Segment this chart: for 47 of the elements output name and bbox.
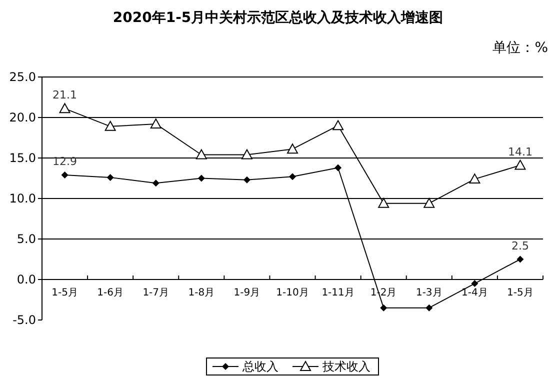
x-tick-label: 1-8月 (188, 288, 215, 298)
point (61, 172, 68, 179)
data-label: 2.5 (511, 239, 529, 252)
point (104, 120, 116, 131)
point (59, 103, 70, 114)
point (469, 174, 480, 184)
point (152, 180, 160, 187)
point (150, 118, 162, 128)
point (106, 174, 114, 181)
x-tick-label: 1-4月 (462, 288, 488, 298)
y-tick-label: 5.0 (16, 232, 36, 246)
point (380, 304, 388, 312)
point (241, 149, 252, 160)
data-label: 21.1 (52, 88, 78, 102)
point (198, 174, 205, 182)
legend-label: 总收入 (242, 360, 278, 374)
point (332, 120, 344, 130)
data-label: 14.1 (508, 145, 532, 158)
point (471, 280, 478, 288)
x-tick-label: 1-5月 (507, 288, 534, 298)
point (514, 160, 526, 170)
x-tick-label: 1-10月 (276, 288, 309, 298)
y-tick-label: 25.0 (9, 70, 36, 84)
point (287, 144, 298, 154)
x-tick-label: 1-11月 (322, 288, 354, 298)
data-label: 12.9 (52, 155, 78, 168)
y-tick-label: 20.0 (9, 110, 36, 125)
point (289, 173, 296, 180)
chart-title: 2020年1-5月中关村示范区总收入及技术收入增速图 (112, 9, 444, 26)
point (378, 198, 390, 208)
point (426, 304, 433, 312)
point (196, 149, 207, 160)
y-tick-label: -5.0 (12, 313, 36, 328)
legend-label: 技术收入 (322, 360, 370, 374)
x-tick-label: 1-5月 (52, 288, 78, 298)
x-tick-label: 1-3月 (416, 288, 442, 298)
y-tick-label: 0.0 (16, 272, 36, 287)
point (424, 198, 435, 208)
y-tick-label: 10.0 (9, 192, 36, 206)
x-tick-label: 1-6月 (97, 288, 124, 298)
x-tick-label: 1-9月 (234, 288, 260, 298)
point (334, 164, 342, 172)
x-tick-label: 1-7月 (142, 288, 170, 298)
text: 单位：% (492, 40, 548, 56)
point (243, 176, 250, 184)
y-tick-label: 15.0 (9, 151, 36, 166)
point (516, 256, 524, 263)
